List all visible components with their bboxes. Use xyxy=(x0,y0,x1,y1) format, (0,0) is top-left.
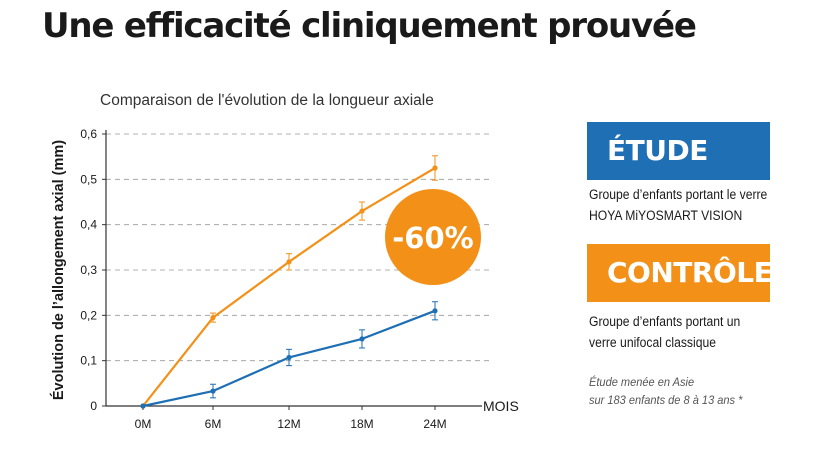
y-tick-label: 0,5 xyxy=(80,172,97,186)
study-description-line: Groupe d’enfants portant le verre xyxy=(589,187,768,202)
x-tick-label: 6M xyxy=(205,417,222,431)
control-data-point xyxy=(432,165,438,171)
study-data-point xyxy=(286,354,292,361)
study-description-line: HOYA MiYOSMART VISION xyxy=(589,208,743,223)
control-series-line xyxy=(142,167,436,407)
x-tick-label: 24M xyxy=(423,417,446,431)
study-legend-box: ÉTUDE xyxy=(587,122,770,180)
control-description-line: verre unifocal classique xyxy=(589,335,716,350)
study-data-point xyxy=(140,403,146,409)
y-tick-label: 0,6 xyxy=(80,127,97,141)
x-axis-label: MOIS xyxy=(483,398,519,414)
series xyxy=(140,155,438,409)
study-legend-label: ÉTUDE xyxy=(607,134,708,167)
grid xyxy=(106,133,492,362)
footnote-line: Étude menée en Asie xyxy=(589,375,695,389)
study-data-point xyxy=(359,336,365,342)
badge-text: -60% xyxy=(392,221,473,255)
control-data-point xyxy=(286,259,292,265)
y-tick-label: 0,4 xyxy=(80,218,97,232)
x-tick-label: 18M xyxy=(350,417,373,431)
footnote-line: sur 183 enfants de 8 à 13 ans * xyxy=(589,393,743,407)
y-tick-label: 0 xyxy=(90,399,97,413)
chart-title: Comparaison de l'évolution de la longueu… xyxy=(100,92,434,109)
control-data-point xyxy=(359,208,365,214)
control-legend-label: CONTRÔLE xyxy=(607,256,773,289)
control-data-point xyxy=(210,315,216,321)
study-data-point xyxy=(432,308,438,314)
badge-circle xyxy=(385,189,481,285)
study-description: Groupe d’enfants portant le verre HOYA M… xyxy=(589,184,767,226)
reduction-badge: -60% xyxy=(385,189,481,285)
footnote: Étude menée en Asie sur 183 enfants de 8… xyxy=(589,373,742,409)
x-tick-label: 0M xyxy=(135,417,152,431)
study-data-point xyxy=(210,388,216,394)
control-legend-box: CONTRÔLE xyxy=(587,244,773,302)
control-description-line: Groupe d’enfants portant un xyxy=(589,314,741,329)
axes: 0 0,1 0,2 0,3 0,4 0,5 0,6 0M 6M 12M 18M 24M xyxy=(80,127,482,431)
x-tick-label: 12M xyxy=(277,417,300,431)
control-description: Groupe d’enfants portant un verre unifoc… xyxy=(589,311,740,353)
page-title: Une efficacité cliniquement prouvée xyxy=(42,6,697,46)
y-tick-label: 0,3 xyxy=(80,263,97,277)
y-tick-label: 0,1 xyxy=(80,354,97,368)
y-axis-label: Évolution de l’allongement axial (mm) xyxy=(50,140,67,400)
y-tick-label: 0,2 xyxy=(80,308,97,322)
